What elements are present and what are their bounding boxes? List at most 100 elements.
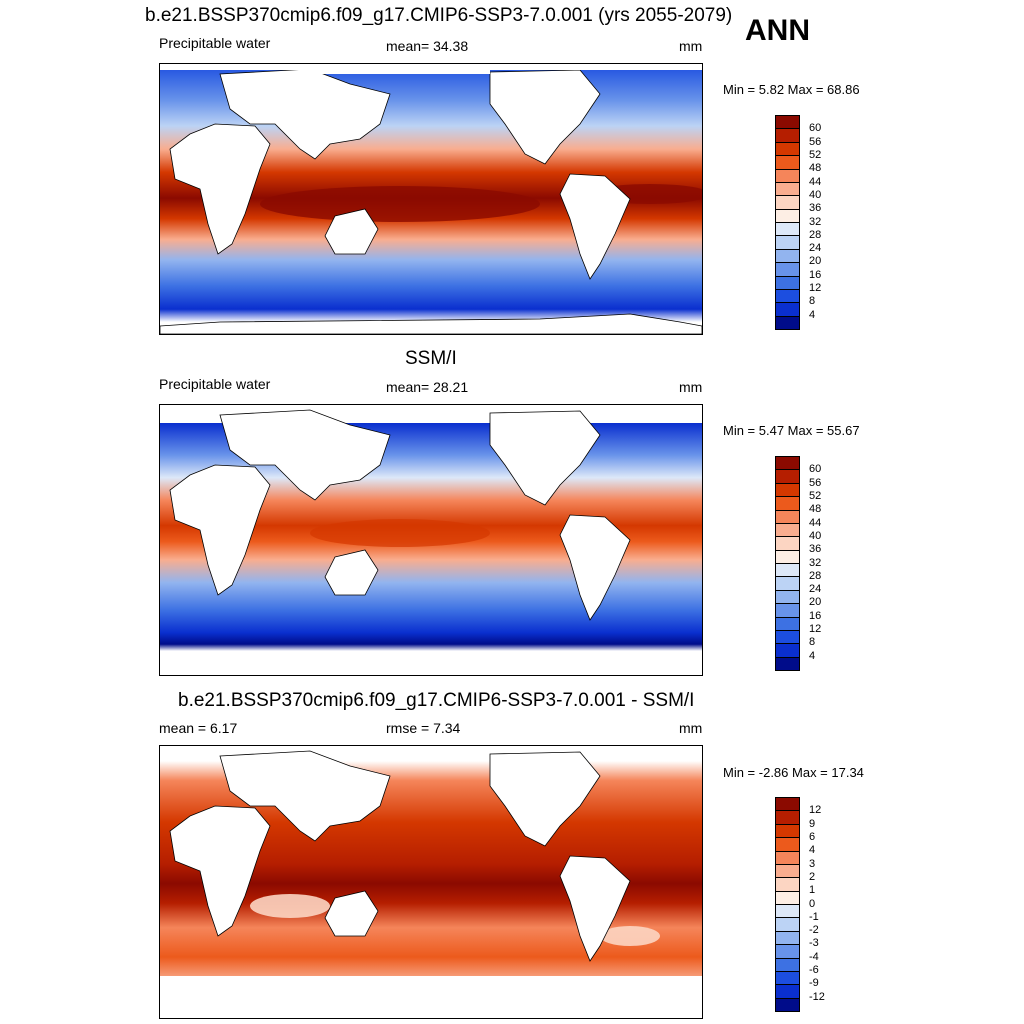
colorbar-swatch [776, 564, 799, 578]
colorbar-tick-label: 1 [809, 884, 816, 897]
colorbar-tick-label: 32 [809, 556, 822, 569]
panel2-units-label: mm [679, 379, 703, 395]
panel1-map [159, 63, 703, 335]
colorbar-tick-label: 16 [809, 609, 822, 622]
colorbar-swatch [776, 577, 799, 591]
colorbar-swatch [776, 236, 799, 250]
colorbar-tick-label: 3 [809, 857, 816, 870]
colorbar-swatch [776, 483, 799, 498]
colorbar-swatch [776, 209, 799, 223]
colorbar-tick-label: 36 [809, 202, 822, 215]
colorbar-tick-label: 28 [809, 569, 822, 582]
colorbar-tick-label: 28 [809, 228, 822, 241]
colorbar-swatch [776, 798, 799, 812]
colorbar-tick-label: 56 [809, 476, 822, 489]
panel3-rmse-label: rmse = 7.34 [386, 720, 461, 736]
colorbar-swatch [776, 142, 799, 157]
panel3-mean-label: mean = 6.17 [159, 720, 238, 736]
panel2-variable-label: Precipitable water [159, 376, 271, 392]
colorbar-tick-label: 4 [809, 844, 816, 857]
colorbar-swatch [776, 316, 799, 329]
colorbar-swatch [776, 945, 799, 959]
colorbar-swatch [776, 657, 799, 670]
colorbar-tick-label: 12 [809, 804, 822, 817]
colorbar-tick-label: 8 [809, 295, 816, 308]
colorbar-swatch [776, 263, 799, 277]
colorbar-tick-label: -12 [809, 990, 825, 1003]
colorbar-tick-label: -4 [809, 950, 819, 963]
colorbar-tick-label: -2 [809, 924, 819, 937]
colorbar-swatch [776, 249, 799, 264]
panel1-mean-label: mean= 34.38 [386, 38, 469, 54]
colorbar-swatch [776, 510, 799, 524]
colorbar-tick-label: 52 [809, 148, 822, 161]
colorbar-tick-label: -9 [809, 977, 819, 990]
colorbar-swatch [776, 289, 799, 304]
panel3-units-label: mm [679, 720, 703, 736]
colorbar-swatch [776, 116, 799, 130]
colorbar-swatch [776, 550, 799, 564]
colorbar-swatch [776, 604, 799, 618]
colorbar-swatch [776, 918, 799, 932]
colorbar-swatch [776, 523, 799, 538]
colorbar-tick-label: 20 [809, 596, 822, 609]
colorbar-tick-label: 44 [809, 175, 822, 188]
colorbar-swatch [776, 223, 799, 237]
colorbar-swatch [776, 169, 799, 183]
colorbar-tick-label: 16 [809, 268, 822, 281]
panel1-minmax-label: Min = 5.82 Max = 68.86 [723, 82, 860, 97]
panel2-minmax-label: Min = 5.47 Max = 55.67 [723, 423, 860, 438]
colorbar-swatch [776, 129, 799, 143]
colorbar-tick-label: -6 [809, 964, 819, 977]
colorbar-tick-label: 60 [809, 122, 822, 135]
colorbar-swatch [776, 182, 799, 197]
colorbar-tick-label: 4 [809, 649, 816, 662]
panel1-variable-label: Precipitable water [159, 35, 271, 51]
colorbar-swatch [776, 851, 799, 865]
panel1-units-label: mm [679, 38, 703, 54]
colorbar-tick-label: 32 [809, 215, 822, 228]
panel1-colorbar [775, 115, 800, 330]
colorbar-tick-label: 48 [809, 503, 822, 516]
colorbar-tick-label: 24 [809, 583, 822, 596]
colorbar-tick-label: -3 [809, 937, 819, 950]
season-label: ANN [745, 14, 810, 47]
panel3-colorbar [775, 797, 800, 1012]
colorbar-swatch [776, 617, 799, 631]
colorbar-tick-label: 9 [809, 817, 816, 830]
panel3-title: b.e21.BSSP370cmip6.f09_g17.CMIP6-SSP3-7.… [178, 690, 695, 711]
colorbar-swatch [776, 470, 799, 484]
colorbar-tick-label: 44 [809, 516, 822, 529]
panel3-minmax-label: Min = -2.86 Max = 17.34 [723, 765, 864, 780]
colorbar-swatch [776, 276, 799, 290]
colorbar-swatch [776, 971, 799, 986]
colorbar-tick-label: 52 [809, 489, 822, 502]
colorbar-tick-label: 20 [809, 255, 822, 268]
colorbar-tick-label: 6 [809, 830, 816, 843]
colorbar-swatch [776, 590, 799, 605]
colorbar-tick-label: 56 [809, 135, 822, 148]
colorbar-tick-label: 40 [809, 529, 822, 542]
colorbar-swatch [776, 497, 799, 511]
colorbar-swatch [776, 838, 799, 852]
colorbar-tick-label: 60 [809, 463, 822, 476]
colorbar-swatch [776, 985, 799, 999]
panel1-title: b.e21.BSSP370cmip6.f09_g17.CMIP6-SSP3-7.… [145, 5, 733, 26]
colorbar-swatch [776, 891, 799, 905]
colorbar-swatch [776, 931, 799, 946]
colorbar-swatch [776, 196, 799, 210]
colorbar-swatch [776, 864, 799, 879]
colorbar-swatch [776, 537, 799, 551]
colorbar-tick-label: 36 [809, 543, 822, 556]
colorbar-tick-label: -1 [809, 910, 819, 923]
colorbar-tick-label: 40 [809, 188, 822, 201]
colorbar-swatch [776, 878, 799, 892]
colorbar-swatch [776, 303, 799, 317]
colorbar-swatch [776, 644, 799, 658]
panel2-title: SSM/I [405, 348, 457, 369]
colorbar-swatch [776, 156, 799, 170]
colorbar-tick-label: 12 [809, 282, 822, 295]
colorbar-swatch [776, 998, 799, 1011]
colorbar-tick-label: 8 [809, 636, 816, 649]
colorbar-swatch [776, 824, 799, 839]
